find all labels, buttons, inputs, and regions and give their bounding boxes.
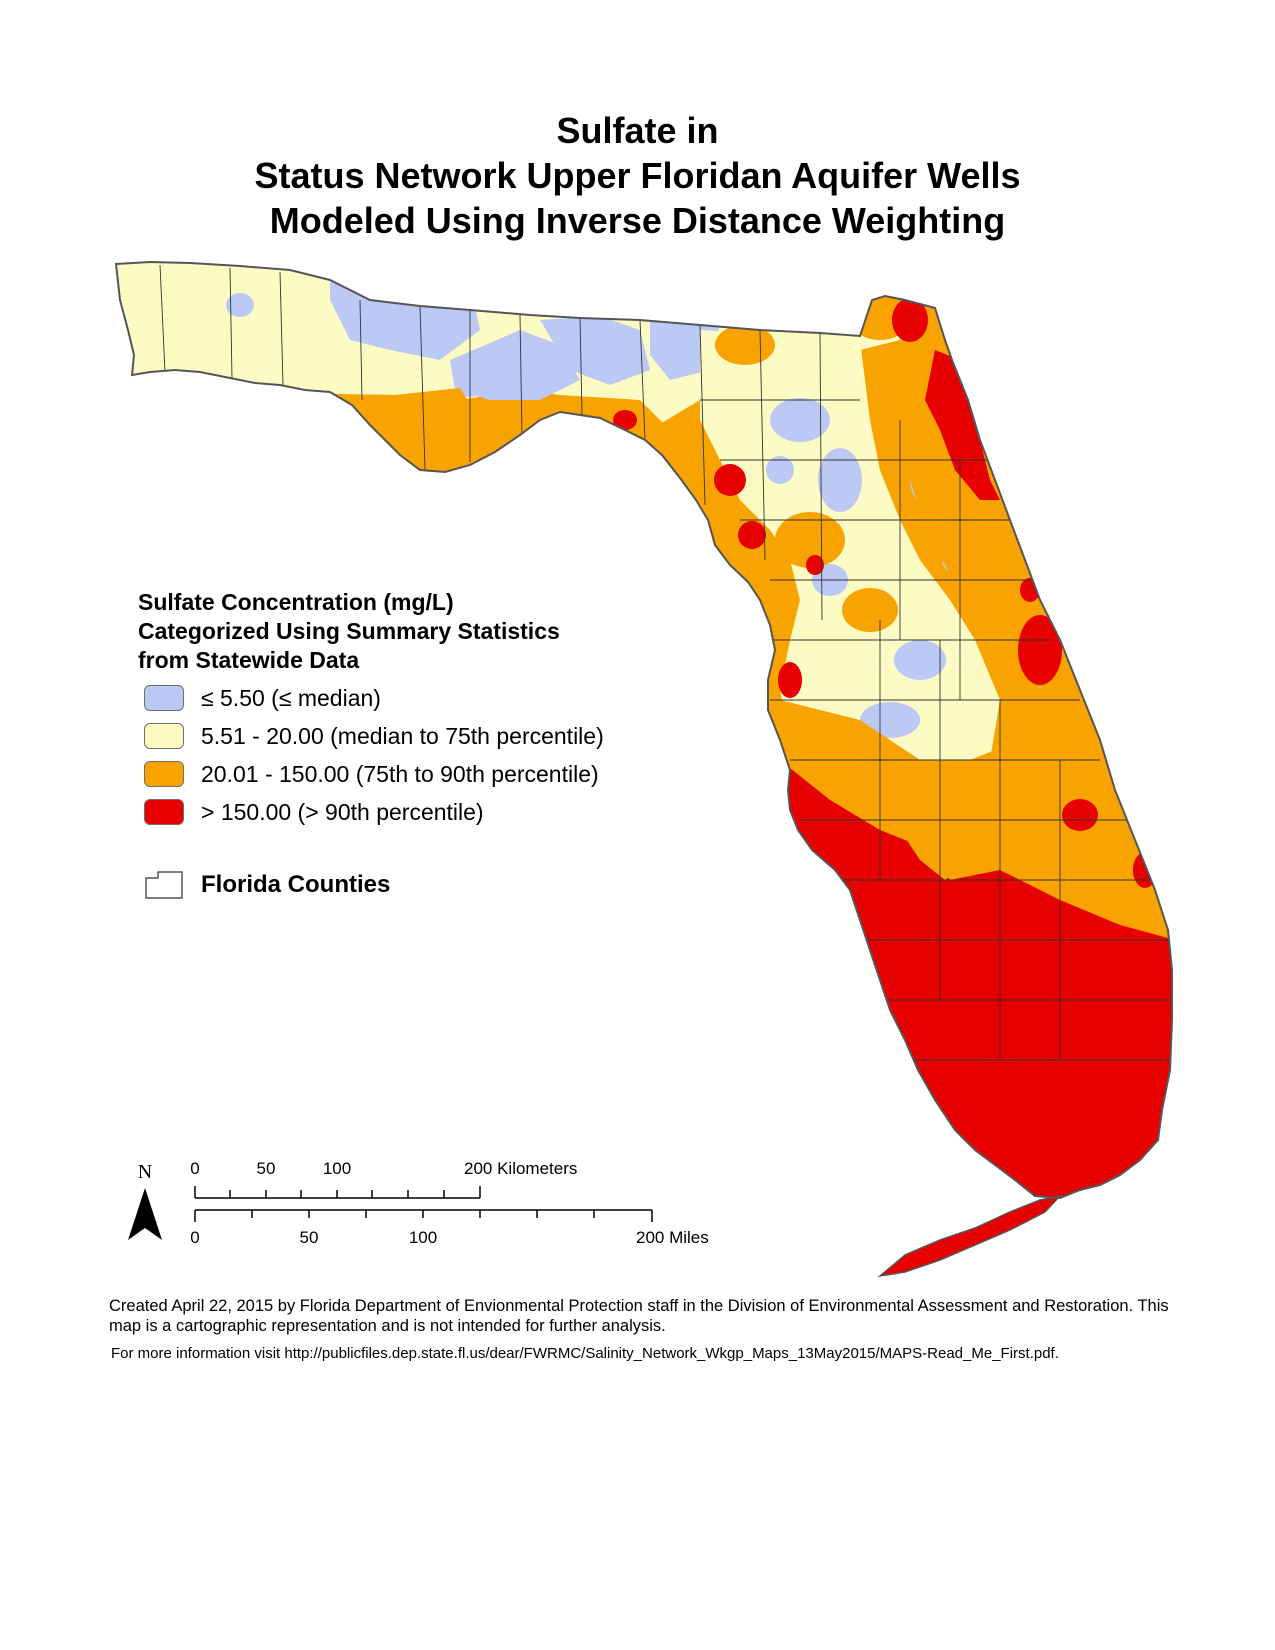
legend-item-median: 5.51 - 20.00 (median to 75th percentile) [144, 721, 604, 751]
county-lines [159, 264, 1170, 1061]
zone-red-ne-coast [925, 350, 1000, 500]
zone-blue-8 [818, 448, 862, 512]
mile-bar [194, 1209, 653, 1222]
km-tick-0: 0 [190, 1160, 199, 1178]
zone-orange-2 [775, 512, 845, 568]
county-polygon-icon [145, 871, 183, 899]
legend: Sulfate Concentration (mg/L) Categorized… [138, 588, 604, 899]
zone-red-9 [1062, 799, 1098, 831]
zone-red-nassau [892, 298, 928, 342]
zone-blue-3 [540, 316, 650, 385]
zone-peninsula-yellow [700, 330, 1000, 800]
map-title: Sulfate in Status Network Upper Floridan… [0, 108, 1275, 243]
legend-label-counties: Florida Counties [201, 871, 391, 898]
zone-orange-3 [842, 588, 898, 632]
zone-red-2 [1018, 615, 1062, 685]
km-bar [194, 1186, 481, 1199]
zone-red-4 [714, 464, 746, 496]
legend-label-low: ≤ 5.50 (≤ median) [201, 684, 381, 711]
north-arrow-icon [128, 1188, 162, 1240]
title-line-3: Modeled Using Inverse Distance Weighting [269, 200, 1006, 241]
legend-title-1: Sulfate Concentration (mg/L) [138, 589, 454, 615]
zone-red-7 [806, 555, 824, 575]
zone-red-10 [1133, 852, 1157, 888]
legend-item-high: 20.01 - 150.00 (75th to 90th percentile) [144, 759, 599, 789]
legend-title-3: from Statewide Data [138, 647, 360, 673]
legend-swatch-low [144, 685, 184, 711]
km-tick-100: 100 [323, 1160, 351, 1178]
legend-swatch-high [144, 761, 184, 787]
zone-orange-south-band [780, 700, 1170, 930]
zone-red-5 [738, 521, 766, 549]
mi-tick-50: 50 [300, 1228, 319, 1247]
zone-orange-tongue [900, 830, 960, 880]
zone-orange-east [900, 400, 1060, 700]
more-info-note: For more information visit http://public… [111, 1345, 1059, 1362]
title-line-2: Status Network Upper Floridan Aquifer We… [254, 155, 1021, 196]
zone-blue-12 [860, 702, 920, 738]
zone-blue-5 [226, 293, 254, 317]
km-tick-50: 50 [257, 1160, 276, 1178]
legend-item-low: ≤ 5.50 (≤ median) [144, 683, 381, 713]
zone-orange-bay [395, 388, 480, 460]
legend-swatch-very-high [144, 799, 184, 825]
zone-blue-9 [766, 456, 794, 484]
zone-red-8 [778, 662, 802, 698]
zone-red-6 [613, 410, 637, 430]
keys-outline [877, 1194, 1063, 1278]
zone-blue-11 [894, 640, 946, 680]
km-tick-200: 200 Kilometers [464, 1160, 577, 1178]
legend-item-counties: Florida Counties [144, 870, 390, 900]
north-label: N [138, 1161, 152, 1183]
scale-bar-and-north-arrow: N 0 50 100 200 Kilometers 0 50 100 200 M… [128, 1160, 709, 1247]
legend-item-very-high: > 150.00 (> 90th percentile) [144, 797, 484, 827]
mi-tick-200: 200 Miles [636, 1228, 709, 1247]
legend-label-very-high: > 150.00 (> 90th percentile) [201, 798, 484, 825]
florida-keys [880, 1196, 1060, 1276]
zone-blue-7 [770, 398, 830, 442]
mi-tick-100: 100 [409, 1228, 437, 1247]
legend-swatch-median [144, 723, 184, 749]
legend-label-high: 20.01 - 150.00 (75th to 90th percentile) [201, 760, 599, 787]
credit-note: Created April 22, 2015 by Florida Depart… [109, 1297, 1169, 1335]
legend-title-2: Categorized Using Summary Statistics [138, 618, 560, 644]
legend-label-median: 5.51 - 20.00 (median to 75th percentile) [201, 722, 604, 749]
mi-tick-0: 0 [190, 1228, 199, 1247]
title-line-1: Sulfate in [556, 110, 719, 151]
